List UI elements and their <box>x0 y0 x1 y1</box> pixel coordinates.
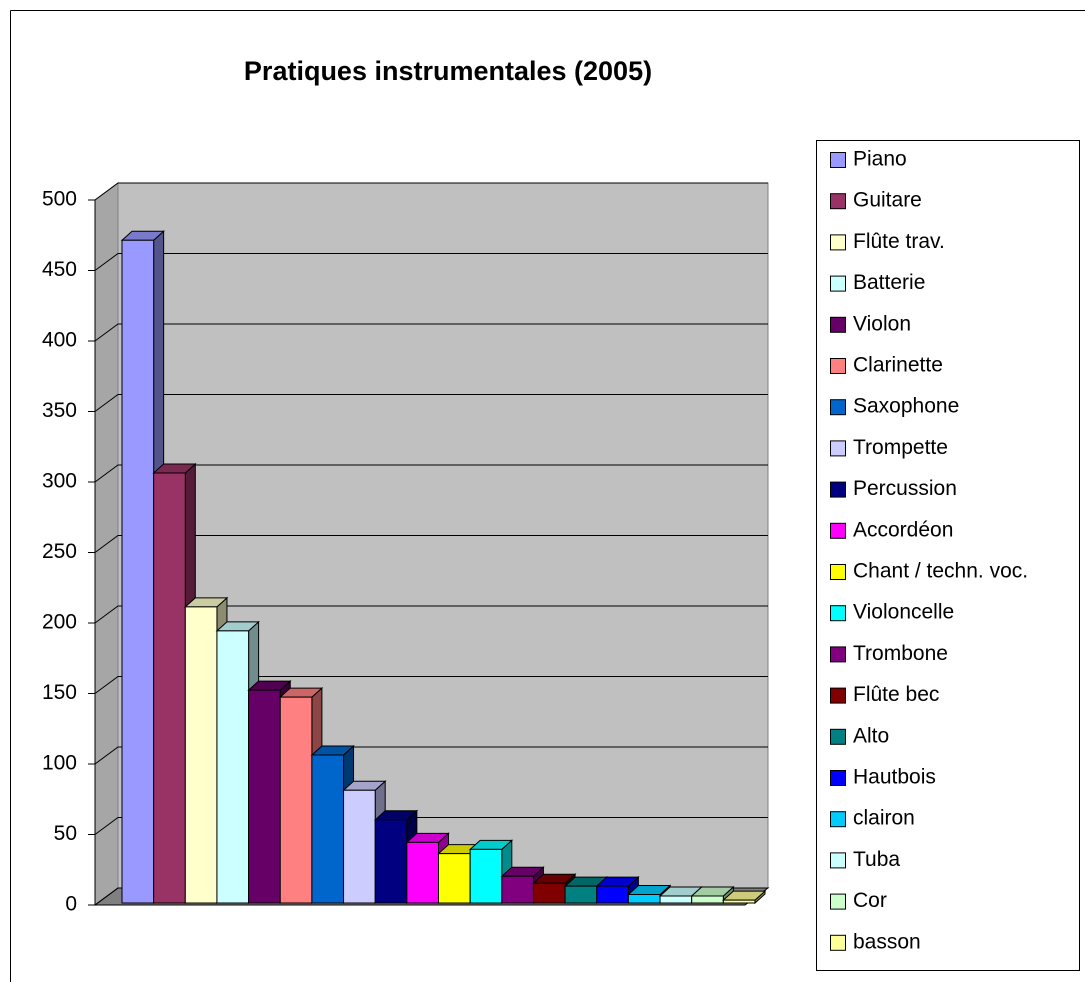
bar-front <box>343 789 376 904</box>
legend-label: Batterie <box>853 271 925 294</box>
bar-front <box>184 606 218 904</box>
bar-front <box>121 239 155 904</box>
legend-swatch <box>830 152 846 168</box>
legend-swatch <box>830 687 846 704</box>
bar-front <box>627 894 661 904</box>
legend-swatch <box>830 440 846 457</box>
legend-label: Clarinette <box>853 354 943 377</box>
legend-label: Hautbois <box>853 766 936 789</box>
legend-swatch <box>830 646 846 663</box>
bar-front <box>311 754 345 904</box>
legend-label: basson <box>853 930 921 953</box>
bar-front <box>722 899 756 904</box>
bar <box>722 890 767 905</box>
legend-label: Cor <box>853 889 887 912</box>
legend-swatch <box>830 852 846 869</box>
legend-label: Guitare <box>853 189 922 212</box>
legend-label: clairon <box>853 807 915 830</box>
bar-front <box>406 841 439 904</box>
legend-label: Tuba <box>853 848 900 871</box>
y-tick-label: 500 <box>42 188 77 211</box>
legend-swatch <box>830 481 846 498</box>
bar-front <box>216 630 250 904</box>
legend-swatch <box>830 770 846 786</box>
y-tick-label: 100 <box>42 752 77 775</box>
y-tick-label: 450 <box>42 258 77 281</box>
y-tick-label: 350 <box>42 399 77 422</box>
grid-line <box>94 394 768 412</box>
bar <box>658 885 704 905</box>
legend-label: Violon <box>853 312 911 335</box>
y-tick-label: 200 <box>42 611 77 634</box>
legend-label: Chant / techn. voc. <box>853 560 1028 583</box>
grid-line <box>94 182 768 201</box>
legend-label: Percussion <box>853 477 957 500</box>
legend-label: Accordéon <box>853 518 953 541</box>
legend-swatch <box>830 193 846 210</box>
grid-line <box>94 817 768 835</box>
legend-swatch <box>830 234 846 251</box>
bar-front <box>532 882 566 904</box>
legend-label: Violoncelle <box>853 601 954 624</box>
legend-label: Flûte bec <box>853 683 939 706</box>
legend-label: Saxophone <box>853 395 959 418</box>
bar-front <box>248 689 281 904</box>
legend-box <box>816 140 1080 971</box>
grid-line <box>94 323 768 342</box>
bar-front <box>469 848 503 904</box>
legend-swatch <box>830 605 846 622</box>
legend-label: Trombone <box>853 642 948 665</box>
legend-swatch <box>830 728 846 745</box>
y-tick-label: 300 <box>42 470 77 493</box>
legend-swatch <box>830 934 846 951</box>
chart-title: Pratiques instrumentales (2005) <box>244 56 652 86</box>
y-tick-label: 150 <box>42 681 77 704</box>
bar-front <box>659 895 693 904</box>
grid-line <box>94 676 768 694</box>
bar-front <box>596 885 629 904</box>
legend-swatch <box>830 316 846 333</box>
legend-swatch <box>830 275 846 292</box>
legend-label: Flûte trav. <box>853 230 945 253</box>
grid-line <box>94 605 768 624</box>
legend-swatch <box>830 358 846 374</box>
legend-swatch <box>830 811 846 828</box>
legend-label: Alto <box>853 724 889 747</box>
bar-front <box>691 895 724 904</box>
legend-label: Trompette <box>853 436 948 459</box>
y-tick-label: 0 <box>65 893 77 916</box>
grid-line <box>94 253 768 271</box>
grid-line <box>94 746 768 765</box>
legend-swatch <box>830 399 846 416</box>
y-tick-label: 250 <box>42 540 77 563</box>
y-tick-label: 50 <box>54 822 77 845</box>
bar-front <box>374 819 408 904</box>
bar-front <box>279 696 313 904</box>
grid-line <box>94 464 768 483</box>
bar-front <box>501 875 534 904</box>
bar-front <box>438 853 471 904</box>
legend-swatch <box>830 893 846 910</box>
legend-swatch <box>830 564 846 580</box>
bar-front <box>153 472 186 904</box>
legend-label: Piano <box>853 148 907 171</box>
grid-line <box>94 535 768 553</box>
bar-front <box>564 885 598 904</box>
legend-swatch <box>830 522 846 539</box>
y-tick-label: 400 <box>42 329 77 352</box>
